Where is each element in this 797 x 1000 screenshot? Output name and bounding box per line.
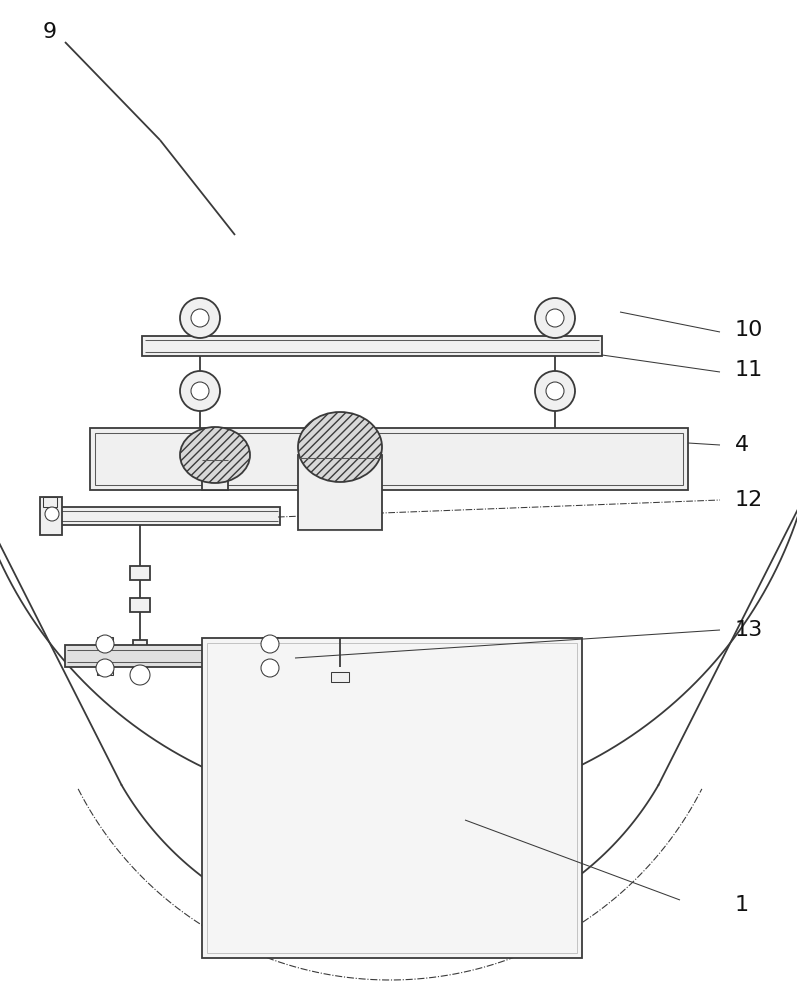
Ellipse shape <box>180 427 250 483</box>
Text: 4: 4 <box>735 435 749 455</box>
Bar <box>331 672 349 682</box>
Circle shape <box>96 659 114 677</box>
Bar <box>298 455 382 530</box>
Bar <box>40 497 62 535</box>
Text: 13: 13 <box>735 620 764 640</box>
Text: 1: 1 <box>735 895 749 915</box>
Bar <box>95 433 683 485</box>
Bar <box>97 667 113 675</box>
Circle shape <box>191 309 209 327</box>
Circle shape <box>261 635 279 653</box>
Circle shape <box>45 507 59 521</box>
Bar <box>90 428 688 490</box>
Bar <box>130 566 150 580</box>
Text: 11: 11 <box>735 360 764 380</box>
Bar <box>262 637 278 645</box>
Text: 10: 10 <box>735 320 764 340</box>
Bar <box>202 638 582 958</box>
Ellipse shape <box>298 412 382 482</box>
Circle shape <box>261 659 279 677</box>
Bar <box>202 455 228 490</box>
Circle shape <box>546 382 564 400</box>
Circle shape <box>535 371 575 411</box>
Bar <box>262 667 278 675</box>
Bar <box>142 336 602 356</box>
Circle shape <box>180 371 220 411</box>
Circle shape <box>535 298 575 338</box>
Bar <box>97 637 113 645</box>
Text: 12: 12 <box>735 490 764 510</box>
Bar <box>65 645 380 667</box>
Bar <box>43 497 57 507</box>
Bar <box>55 507 280 525</box>
Circle shape <box>191 382 209 400</box>
Circle shape <box>96 635 114 653</box>
Circle shape <box>180 298 220 338</box>
Bar <box>207 643 577 953</box>
Circle shape <box>546 309 564 327</box>
Text: 9: 9 <box>43 22 57 42</box>
Circle shape <box>130 665 150 685</box>
Bar <box>133 640 147 670</box>
Bar <box>130 598 150 612</box>
